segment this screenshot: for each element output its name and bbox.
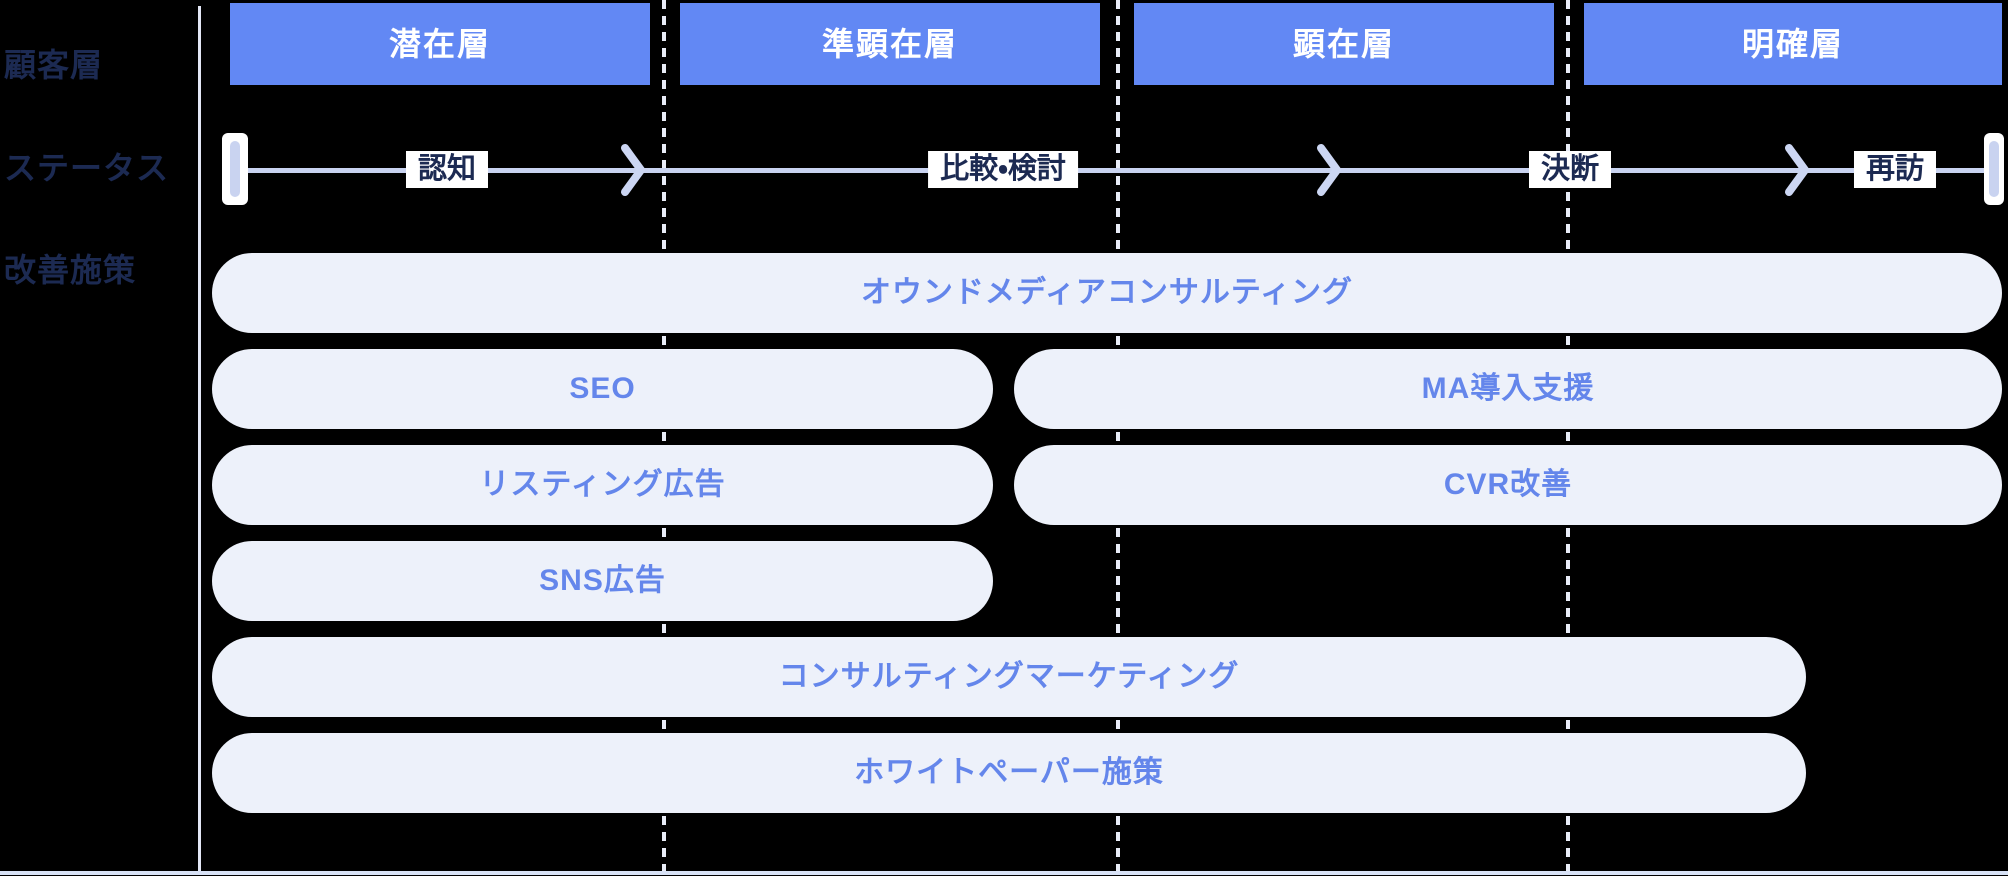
- measure-sns-ads: SNS広告: [212, 541, 993, 621]
- segment-latent-layer: 潜在層: [230, 3, 650, 85]
- status-step-awareness: 認知: [405, 151, 489, 188]
- measure-cvr-improvement: CVR改善: [1014, 445, 2002, 525]
- segment-semi-apparent-layer: 準顕在層: [680, 3, 1100, 85]
- left-axis-line: [198, 6, 201, 872]
- status-step-decision: 決断: [1528, 151, 1612, 188]
- arrow-chevron-icon: [1317, 144, 1341, 196]
- timeline-start-cap: [222, 133, 248, 205]
- column-divider-3: [1566, 0, 1570, 872]
- measure-whitepaper: ホワイトペーパー施策: [212, 733, 1806, 813]
- row-label-customer-layer: 顧客層: [4, 47, 104, 83]
- measure-ma-implementation-support: MA導入支援: [1014, 349, 2002, 429]
- measure-seo: SEO: [212, 349, 993, 429]
- column-divider-2: [1116, 0, 1120, 872]
- status-step-comparison: 比較・検討: [928, 151, 1078, 188]
- row-label-status: ステータス: [4, 150, 170, 186]
- status-step-revisit: 再訪: [1853, 151, 1937, 188]
- column-divider-1: [662, 0, 666, 872]
- bottom-baseline: [0, 871, 2008, 875]
- arrow-chevron-icon: [621, 144, 645, 196]
- measure-consulting-marketing: コンサルティングマーケティング: [212, 637, 1806, 717]
- timeline-start-cap-stripe: [230, 141, 240, 197]
- measure-owned-media-consulting: オウンドメディアコンサルティング: [212, 253, 2002, 333]
- timeline-end-cap: [1984, 133, 2004, 205]
- timeline-end-cap-stripe: [1989, 141, 1999, 197]
- arrow-chevron-icon: [1785, 144, 1809, 196]
- status-timeline-line: [230, 168, 2000, 173]
- row-label-improvement-measures: 改善施策: [4, 252, 137, 288]
- segment-clear-layer: 明確層: [1584, 3, 2002, 85]
- measure-listing-ads: リスティング広告: [212, 445, 993, 525]
- segment-apparent-layer: 顕在層: [1134, 3, 1554, 85]
